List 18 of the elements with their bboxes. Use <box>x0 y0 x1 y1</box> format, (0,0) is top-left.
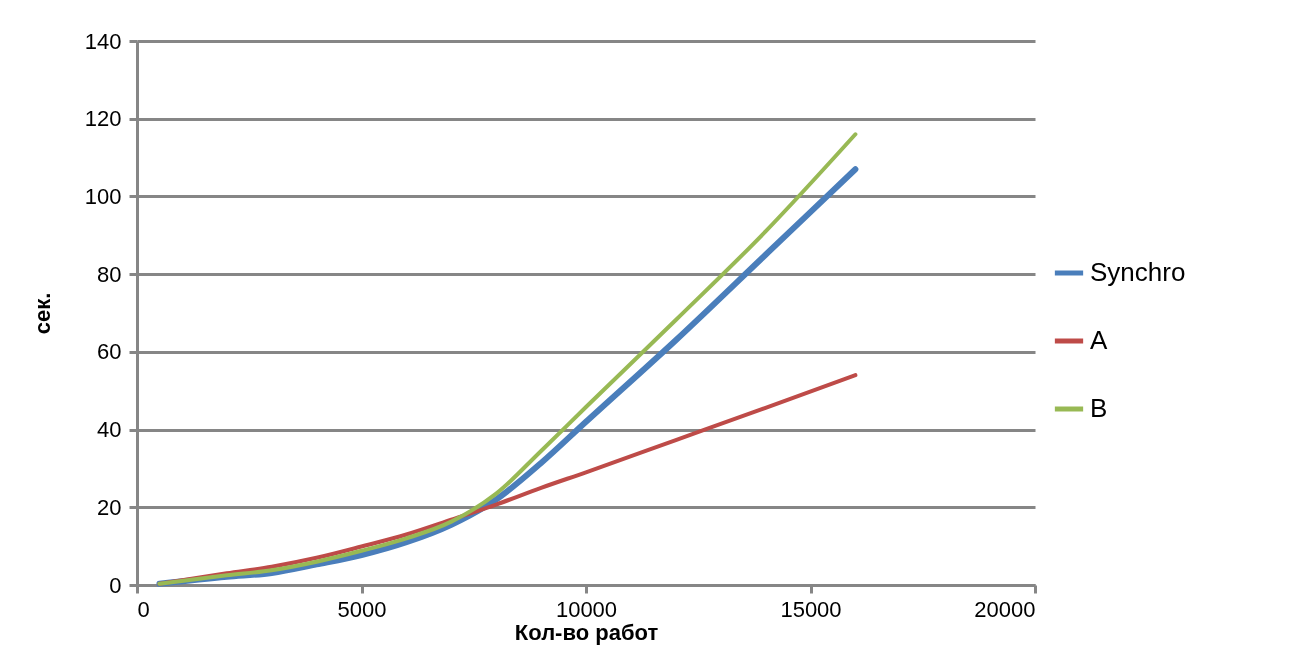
y-axis-title: сек. <box>29 292 55 335</box>
y-tick-label: 40 <box>97 417 122 443</box>
x-tick-label: 15000 <box>780 596 842 622</box>
x-tick-label: 20000 <box>974 596 1036 622</box>
y-tick-label: 140 <box>84 28 122 54</box>
legend-label: B <box>1090 393 1108 423</box>
y-tick-label: 60 <box>97 339 122 365</box>
y-tick-label: 0 <box>109 572 122 598</box>
x-tick-label: 10000 <box>555 596 618 622</box>
y-tick-label: 120 <box>84 106 122 132</box>
legend-label: Synchro <box>1090 257 1186 287</box>
y-tick-label: 100 <box>84 183 122 209</box>
x-tick-label: 0 <box>137 596 150 622</box>
y-tick-label: 20 <box>97 494 122 520</box>
x-axis-title: Кол-во работ <box>514 619 659 645</box>
legend-label: A <box>1090 325 1108 355</box>
x-tick-label: 5000 <box>337 596 387 622</box>
y-tick-label: 80 <box>97 261 122 287</box>
